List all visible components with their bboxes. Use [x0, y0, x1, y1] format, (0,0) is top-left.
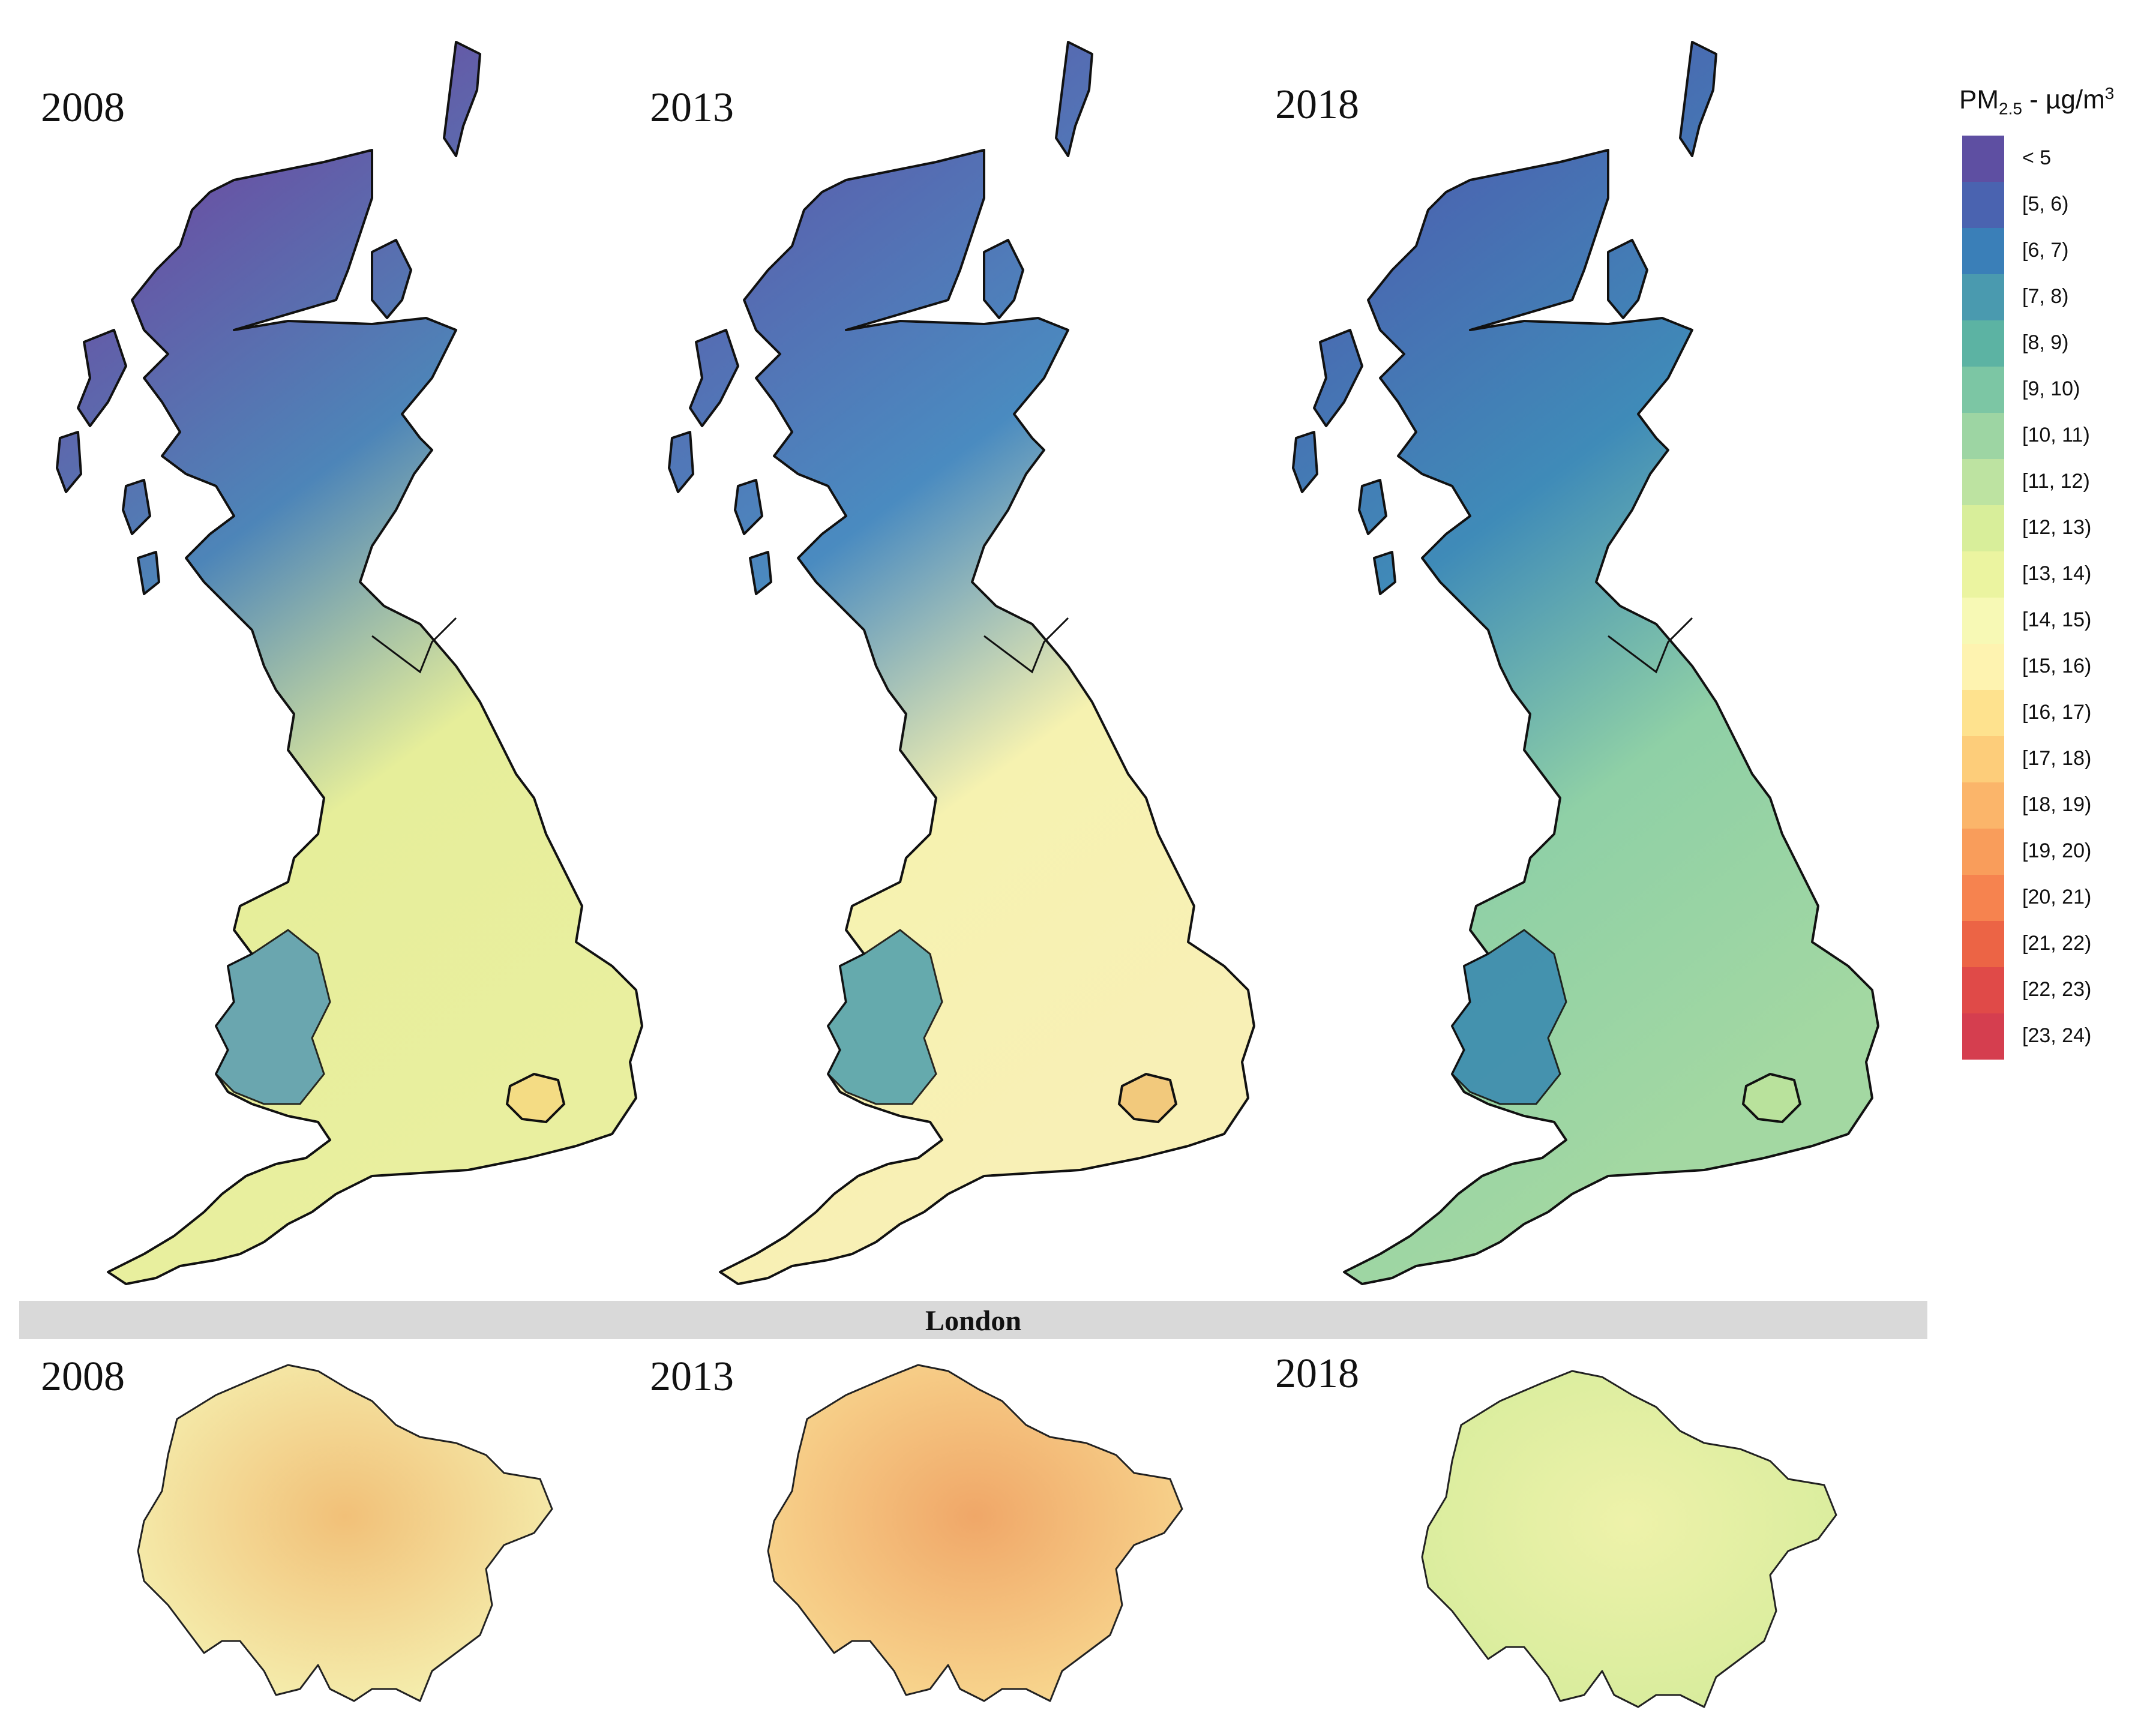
london-map-2013 [767, 1364, 1183, 1702]
london-map-2008 [137, 1364, 553, 1702]
legend-title-unit: - µg/m [2022, 85, 2105, 115]
legend-label: [15, 16) [2022, 655, 2092, 677]
year-label-2018: 2018 [1275, 82, 1359, 128]
legend-label: [13, 14) [2022, 562, 2092, 585]
scotland-england-border [371, 617, 457, 674]
legend-swatch [1962, 829, 2004, 875]
legend-label: [16, 17) [2022, 701, 2092, 724]
london-year-label-2013: 2013 [650, 1354, 734, 1400]
gb-map-2018 [1292, 41, 1879, 1285]
legend-label: [22, 23) [2022, 978, 2092, 1001]
legend-label: [17, 18) [2022, 747, 2092, 770]
legend-swatch [1962, 459, 2004, 505]
legend-label: [9, 10) [2022, 377, 2080, 400]
legend-label: [5, 6) [2022, 193, 2069, 215]
legend-swatch [1962, 782, 2004, 829]
legend-swatch [1962, 875, 2004, 921]
legend-swatch [1962, 320, 2004, 367]
wales-region [1451, 929, 1567, 1105]
wales-region [215, 929, 331, 1105]
legend-swatch [1962, 551, 2004, 598]
legend-label: [10, 11) [2022, 424, 2090, 446]
legend-swatch [1962, 644, 2004, 690]
legend-swatch [1962, 736, 2004, 782]
legend-label: [14, 15) [2022, 608, 2092, 631]
london-boundary [137, 1364, 553, 1702]
london-section-title: London [925, 1305, 1022, 1337]
legend-swatch [1962, 598, 2004, 644]
legend-label: [7, 8) [2022, 285, 2069, 308]
legend-title-sup: 3 [2104, 84, 2115, 103]
year-label-2013: 2013 [650, 85, 734, 131]
legend-swatch [1962, 1013, 2004, 1060]
scotland-england-border [1608, 617, 1693, 674]
london-map-2018 [1421, 1370, 1837, 1708]
legend-swatch [1962, 690, 2004, 736]
legend-label: [20, 21) [2022, 886, 2092, 908]
london-year-label-2018: 2018 [1275, 1351, 1359, 1397]
gb-map-2013 [668, 41, 1255, 1285]
legend-label: [21, 22) [2022, 932, 2092, 955]
gb-map-2008 [56, 41, 643, 1285]
wales-region [827, 929, 943, 1105]
london-outline [1741, 1072, 1802, 1124]
year-label-2008: 2008 [41, 85, 125, 131]
legend-swatch [1962, 367, 2004, 413]
legend-swatch [1962, 921, 2004, 967]
legend-title-prefix: PM [1959, 85, 1999, 115]
london-boundary [1421, 1370, 1837, 1708]
legend-swatch [1962, 505, 2004, 551]
legend-label: [23, 24) [2022, 1024, 2092, 1047]
legend-label: < 5 [2022, 146, 2052, 169]
london-outline [1117, 1072, 1178, 1124]
legend-swatch [1962, 413, 2004, 459]
legend-swatch [1962, 967, 2004, 1013]
legend-label: [18, 19) [2022, 793, 2092, 816]
legend-label: [12, 13) [2022, 516, 2092, 539]
london-boundary [767, 1364, 1183, 1702]
scotland-england-border [983, 617, 1069, 674]
london-year-label-2008: 2008 [41, 1354, 125, 1400]
gb-landmass [668, 41, 1255, 1285]
london-section-banner: London [19, 1301, 1927, 1339]
gb-landmass [56, 41, 643, 1285]
legend-label: [6, 7) [2022, 239, 2069, 262]
legend-swatch [1962, 274, 2004, 320]
legend-label: [8, 9) [2022, 331, 2069, 354]
london-outline [505, 1072, 566, 1124]
legend-label: [11, 12) [2022, 470, 2090, 493]
gb-landmass [1292, 41, 1879, 1285]
legend-label: [19, 20) [2022, 839, 2092, 862]
legend-swatch [1962, 182, 2004, 228]
legend-swatch [1962, 228, 2004, 274]
legend-title: PM2.5 - µg/m3 [1959, 84, 2114, 118]
legend-swatch [1962, 136, 2004, 182]
legend-title-sub: 2.5 [1999, 99, 2022, 118]
